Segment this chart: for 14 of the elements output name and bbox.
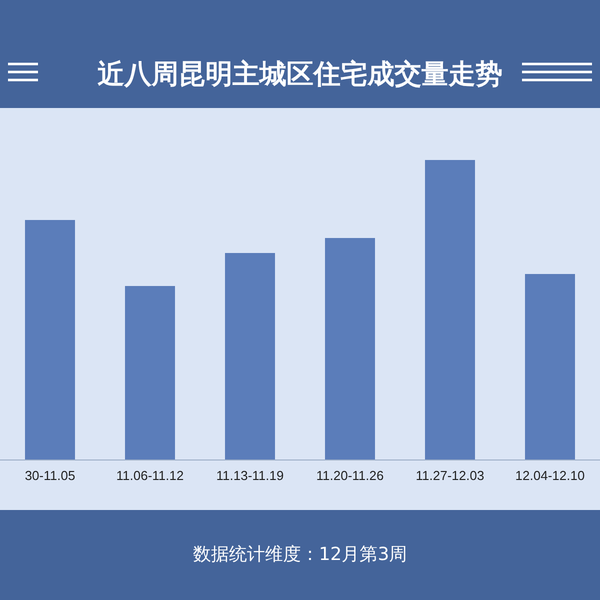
bar xyxy=(225,253,275,460)
bar xyxy=(25,220,75,460)
x-tick-label: 30-11.05 xyxy=(24,468,76,483)
x-tick-label: 11.06-11.12 xyxy=(116,468,184,483)
bar xyxy=(325,238,375,460)
x-tick-label: 11.20-11.26 xyxy=(316,468,384,483)
bar xyxy=(425,160,475,460)
x-tick-label: 11.27-12.03 xyxy=(416,468,484,483)
chart-title: 近八周昆明主城区住宅成交量走势 xyxy=(98,59,502,90)
x-tick-label: 11.13-11.19 xyxy=(216,468,284,483)
x-tick-label: 12.04-12.10 xyxy=(515,468,585,483)
bar xyxy=(125,286,175,460)
text: 数据统计维度：12月第3周 xyxy=(192,544,408,565)
bar xyxy=(525,274,575,460)
